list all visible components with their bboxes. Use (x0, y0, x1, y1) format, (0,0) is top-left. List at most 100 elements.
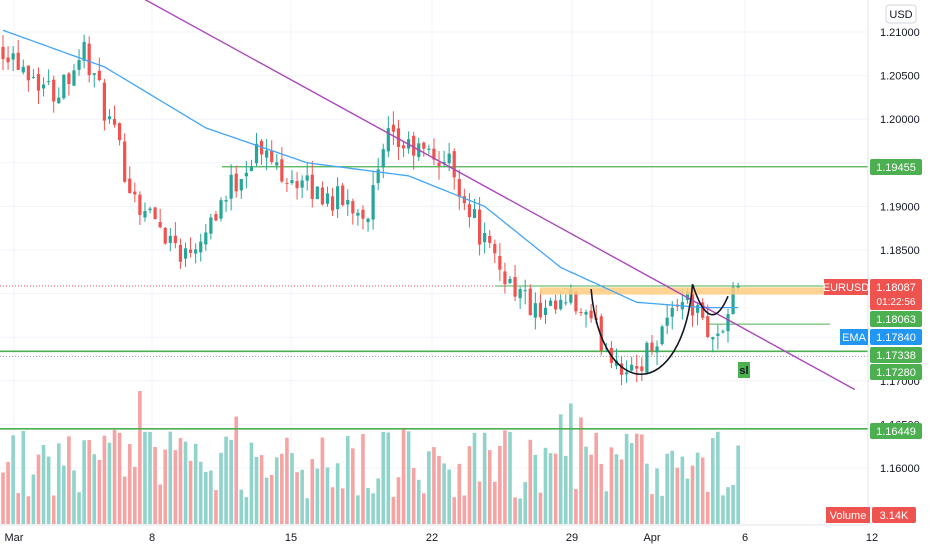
volume-bar (269, 474, 274, 524)
volume-bar (629, 443, 634, 524)
volume-bar (558, 414, 563, 524)
x-tick-labels: Mar 8 15 22 29 Apr 6 12 (5, 532, 879, 544)
candle-body (711, 337, 715, 340)
candle-body (736, 286, 740, 289)
candle-body (381, 149, 385, 168)
volume-bar (148, 431, 152, 524)
candle-body (204, 232, 208, 245)
candle-body (6, 57, 10, 63)
candle-body (584, 311, 588, 315)
volume-bar (422, 493, 426, 524)
cup-pattern (590, 284, 694, 376)
volume-bar (452, 497, 457, 524)
x-tick-label: Mar (5, 532, 24, 544)
volume-bar (1, 472, 5, 524)
volume-bar (391, 496, 396, 524)
candle-body (346, 199, 350, 205)
candle-body (508, 278, 512, 284)
volume-bar (447, 469, 451, 524)
volume-bar (254, 456, 259, 524)
candle-body (92, 73, 96, 75)
candle-body (21, 66, 25, 73)
volume-bar (351, 448, 355, 524)
volume-bar (168, 431, 173, 524)
sl-marker[interactable] (738, 362, 750, 378)
candle-body (569, 289, 573, 303)
candle-body (559, 299, 563, 310)
volume-bar (6, 461, 10, 524)
volume-bar (204, 471, 208, 524)
candle-body (513, 277, 517, 297)
candle-body (280, 159, 284, 182)
candle-body (665, 317, 669, 326)
candle-body (214, 214, 218, 221)
candle-body (660, 326, 664, 345)
volume-bar (482, 432, 487, 524)
candle-body (427, 148, 431, 150)
volume-bar (340, 488, 345, 524)
volume-bar (264, 477, 269, 524)
x-tick-label: 6 (742, 532, 748, 544)
candle-body (503, 271, 507, 285)
currency-box[interactable] (885, 4, 917, 24)
volume-bar (579, 417, 583, 524)
volume-bar (16, 493, 21, 524)
trendline (144, 0, 856, 391)
volume-bar (437, 455, 441, 524)
candle-body (548, 300, 553, 306)
candle-body (310, 174, 314, 199)
overlays (2, 0, 856, 391)
volume-bar (102, 435, 107, 524)
volume-bar (396, 477, 401, 524)
level-3-badge (870, 364, 922, 380)
x-tick-label: 15 (285, 532, 297, 544)
candle-body (229, 174, 233, 199)
volume-bar (467, 446, 472, 524)
candle-body (462, 196, 466, 204)
candle-body (356, 212, 360, 216)
volume-label-badge (826, 507, 870, 523)
candle-body (726, 314, 730, 332)
candle-body (57, 97, 61, 104)
volume-bar (259, 455, 264, 524)
volume-bar (285, 437, 289, 524)
price-scale[interactable]: 1.210001.205001.200001.195001.190001.185… (867, 0, 932, 525)
volume-bar (193, 443, 198, 524)
candle-body (630, 364, 634, 371)
candle-body (543, 307, 548, 315)
volume-bar (386, 432, 391, 524)
candle-body (412, 135, 416, 156)
volume-bar (315, 468, 320, 524)
resistance-badge (870, 311, 922, 327)
volume-bar (442, 463, 446, 524)
volume-bar (650, 494, 654, 524)
candle-body (685, 292, 690, 301)
time-scale[interactable]: Mar 8 15 22 29 Apr 6 12 (0, 524, 932, 550)
volume-bar (609, 447, 614, 524)
volume-bar (432, 447, 436, 524)
candle-body (442, 161, 446, 164)
volume-bar (51, 495, 56, 524)
candle-body (97, 70, 101, 81)
volume-bar (290, 453, 294, 524)
volume-bar (274, 457, 279, 524)
volume-bar (224, 436, 228, 524)
candle-body (199, 241, 203, 253)
candle-body (26, 65, 30, 81)
volume-bar (655, 468, 659, 524)
y-tick-label: 1.20500 (880, 71, 920, 83)
volume-bar (523, 482, 528, 524)
volume-bar (660, 495, 664, 524)
price-badges: EURUSD 1.18087 01:22:56 1.18063 EMA 1.17… (738, 159, 922, 523)
candle-body (716, 333, 720, 336)
candle-body (538, 302, 543, 318)
volume-bar (371, 493, 375, 524)
level-4-badge (870, 423, 922, 439)
candle-body (285, 182, 289, 184)
time-scale-bg (0, 525, 932, 550)
volume-bar (680, 456, 685, 524)
volume-label-text: Volume (830, 510, 867, 522)
candle-body (371, 185, 375, 220)
volume-bar (695, 452, 700, 524)
